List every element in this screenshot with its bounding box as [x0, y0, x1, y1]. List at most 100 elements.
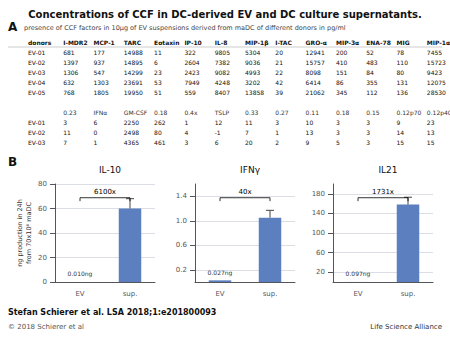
svg-text:768: 768	[63, 89, 75, 96]
svg-text:28530: 28530	[427, 89, 446, 96]
svg-text:4: 4	[184, 129, 188, 136]
svg-text:80: 80	[397, 69, 405, 76]
svg-text:15: 15	[427, 139, 435, 146]
svg-text:12941: 12941	[306, 49, 325, 56]
svg-text:EV-03: EV-03	[28, 69, 46, 76]
svg-text:15757: 15757	[306, 59, 325, 66]
svg-text:0.6: 0.6	[176, 241, 188, 249]
svg-text:IP-10: IP-10	[184, 39, 201, 46]
svg-text:84: 84	[366, 69, 374, 76]
svg-text:52: 52	[366, 49, 374, 56]
svg-text:TARC: TARC	[124, 39, 142, 46]
svg-text:from 70x10⁶ maDC: from 70x10⁶ maDC	[25, 201, 33, 264]
svg-text:60: 60	[316, 249, 325, 257]
svg-text:6: 6	[215, 139, 219, 146]
svg-text:4248: 4248	[215, 79, 230, 86]
svg-text:177: 177	[93, 49, 105, 56]
svg-text:7: 7	[63, 139, 67, 146]
svg-text:1.0: 1.0	[176, 217, 187, 225]
svg-text:14988: 14988	[124, 49, 143, 56]
svg-text:6414: 6414	[306, 79, 321, 86]
svg-text:40: 40	[38, 229, 47, 237]
svg-text:322: 322	[184, 49, 196, 56]
svg-text:MIG: MIG	[397, 39, 410, 46]
svg-text:presence of CCF factors in 10μ: presence of CCF factors in 10μg of EV su…	[24, 24, 346, 32]
svg-text:112: 112	[366, 89, 378, 96]
svg-text:559: 559	[184, 89, 196, 96]
svg-text:EV-01: EV-01	[28, 49, 46, 56]
svg-text:MIP-1β: MIP-1β	[245, 39, 269, 47]
svg-text:© 2018 Schierer et al: © 2018 Schierer et al	[8, 323, 84, 331]
svg-text:0.11: 0.11	[306, 109, 320, 116]
svg-text:EV-02: EV-02	[28, 59, 46, 66]
svg-text:8407: 8407	[215, 89, 230, 96]
svg-text:1: 1	[275, 129, 279, 136]
svg-text:5304: 5304	[245, 49, 260, 56]
svg-text:681: 681	[63, 49, 75, 56]
svg-text:9036: 9036	[245, 59, 260, 66]
svg-text:9423: 9423	[427, 69, 442, 76]
svg-text:13: 13	[306, 129, 314, 136]
svg-text:461: 461	[154, 139, 166, 146]
svg-text:Stefan Schierer et al. LSA 201: Stefan Schierer et al. LSA 2018;1:e20180…	[8, 308, 216, 317]
svg-text:180: 180	[312, 190, 325, 198]
svg-text:140: 140	[312, 209, 325, 217]
svg-text:EV-05: EV-05	[28, 89, 46, 96]
svg-text:7949: 7949	[184, 79, 199, 86]
svg-text:13858: 13858	[245, 89, 264, 96]
svg-text:MIP-1α: MIP-1α	[427, 39, 450, 46]
svg-text:EV-02: EV-02	[28, 129, 46, 136]
svg-text:355: 355	[366, 79, 378, 86]
svg-text:40x: 40x	[238, 188, 251, 196]
svg-text:410: 410	[336, 59, 348, 66]
svg-text:1805: 1805	[93, 89, 108, 96]
svg-text:14299: 14299	[124, 69, 143, 76]
svg-text:1731x: 1731x	[372, 188, 394, 196]
svg-text:0: 0	[43, 278, 47, 286]
svg-text:Eotaxin: Eotaxin	[154, 39, 179, 46]
svg-text:A: A	[8, 20, 18, 34]
svg-text:22: 22	[275, 69, 283, 76]
svg-text:7: 7	[245, 129, 249, 136]
svg-text:20: 20	[38, 254, 47, 262]
svg-text:sup.: sup.	[263, 290, 278, 298]
svg-text:1: 1	[184, 119, 188, 126]
svg-text:Life Science Alliance: Life Science Alliance	[370, 323, 442, 331]
svg-text:0.18: 0.18	[154, 109, 168, 116]
svg-text:0.33: 0.33	[245, 109, 259, 116]
svg-text:262: 262	[154, 119, 166, 126]
svg-text:5: 5	[336, 139, 340, 146]
svg-text:1.4: 1.4	[176, 192, 188, 200]
svg-text:7382: 7382	[215, 59, 230, 66]
svg-text:20: 20	[245, 139, 253, 146]
svg-text:1303: 1303	[93, 79, 108, 86]
svg-text:110: 110	[397, 59, 409, 66]
svg-text:I-TAC: I-TAC	[275, 39, 292, 46]
svg-text:0.12p70: 0.12p70	[397, 109, 422, 117]
svg-text:13: 13	[427, 129, 435, 136]
svg-text:EV: EV	[215, 290, 224, 298]
svg-text:3: 3	[275, 119, 279, 126]
svg-text:EV: EV	[353, 290, 362, 298]
svg-text:3: 3	[336, 129, 340, 136]
svg-text:23: 23	[154, 69, 162, 76]
svg-text:6100x: 6100x	[94, 188, 116, 196]
svg-text:0.12p40: 0.12p40	[427, 109, 450, 117]
svg-text:21: 21	[275, 59, 283, 66]
svg-text:937: 937	[93, 59, 105, 66]
svg-text:2604: 2604	[184, 59, 199, 66]
svg-text:4365: 4365	[124, 139, 139, 146]
svg-text:3: 3	[336, 119, 340, 126]
svg-text:21062: 21062	[306, 89, 325, 96]
svg-text:2498: 2498	[124, 129, 139, 136]
svg-text:15723: 15723	[427, 59, 446, 66]
svg-text:EV-01: EV-01	[28, 119, 46, 126]
svg-text:39: 39	[275, 89, 283, 96]
svg-text:23: 23	[427, 119, 435, 126]
svg-text:0.27: 0.27	[275, 109, 289, 116]
svg-text:14: 14	[397, 129, 405, 136]
svg-text:0.18: 0.18	[336, 109, 350, 116]
svg-text:B: B	[8, 155, 17, 169]
svg-text:TSLP: TSLP	[214, 109, 230, 116]
svg-text:547: 547	[93, 69, 105, 76]
